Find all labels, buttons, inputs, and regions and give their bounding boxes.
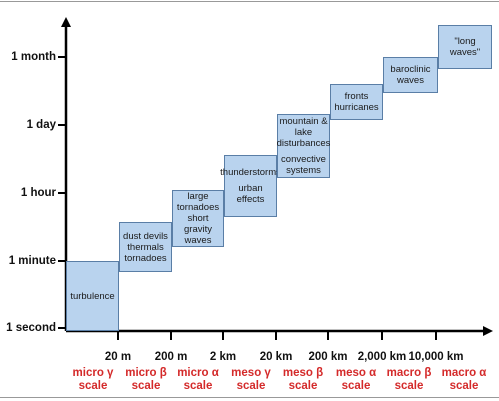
x-tick-label: 200 km [308, 351, 348, 363]
box-turbulence-label: turbulence [70, 290, 115, 302]
scale-label-macro-beta: macro β scale [386, 367, 432, 392]
box-baroclinic: baroclinic waves [383, 57, 438, 93]
scale-label-macro-alpha: macro α scale [441, 367, 487, 392]
box-large-tornadoes: large tornadoes short gravity waves [172, 190, 224, 247]
box-urban-effects-label: urban effects [236, 183, 265, 205]
scale-label-meso-gamma: meso γ scale [231, 367, 271, 392]
box-mountain-lake: mountain & lake disturbances convective … [277, 114, 330, 178]
x-tick-label: 200 m [154, 351, 188, 363]
x-tick-label: 2 km [209, 351, 237, 363]
scale-label-meso-beta: meso β scale [282, 367, 324, 392]
y-label-day: 1 day [26, 119, 56, 131]
scale-label-micro-alpha: micro α scale [177, 367, 219, 392]
box-turbulence: turbulence [66, 261, 119, 331]
box-long-waves-label: "long waves" [449, 36, 481, 58]
x-tick-label: 2,000 km [357, 351, 407, 363]
x-tick-label: 20 m [104, 351, 132, 363]
x-tick-label: 10,000 km [408, 351, 464, 363]
box-baroclinic-label: baroclinic waves [390, 64, 431, 86]
box-convective-systems-label: convective systems [281, 154, 326, 176]
box-fronts-label: fronts hurricanes [334, 91, 379, 113]
box-thunderstorms-label: thunderstorms [220, 167, 281, 178]
box-mountain-lake-label: mountain & lake disturbances [276, 116, 331, 149]
bottom-rule [0, 397, 499, 398]
box-thunderstorms: thunderstorms urban effects [220, 155, 281, 217]
box-dust-devils-label: dust devils thermals tornadoes [123, 230, 168, 264]
x-tick-label: 20 km [259, 351, 293, 363]
y-label-month: 1 month [11, 51, 56, 63]
scale-label-micro-gamma: micro γ scale [72, 367, 114, 392]
y-label-hour: 1 hour [20, 187, 56, 199]
box-dust-devils: dust devils thermals tornadoes [119, 222, 172, 272]
scale-label-micro-beta: micro β scale [125, 367, 167, 392]
y-label-second: 1 second [6, 322, 56, 334]
scale-label-meso-alpha: meso α scale [335, 367, 377, 392]
box-long-waves: "long waves" [438, 25, 492, 69]
box-large-tornadoes-label: large tornadoes short gravity waves [176, 191, 220, 246]
y-label-minute: 1 minute [8, 255, 56, 267]
top-rule [0, 1, 499, 2]
box-fronts: fronts hurricanes [330, 84, 383, 120]
